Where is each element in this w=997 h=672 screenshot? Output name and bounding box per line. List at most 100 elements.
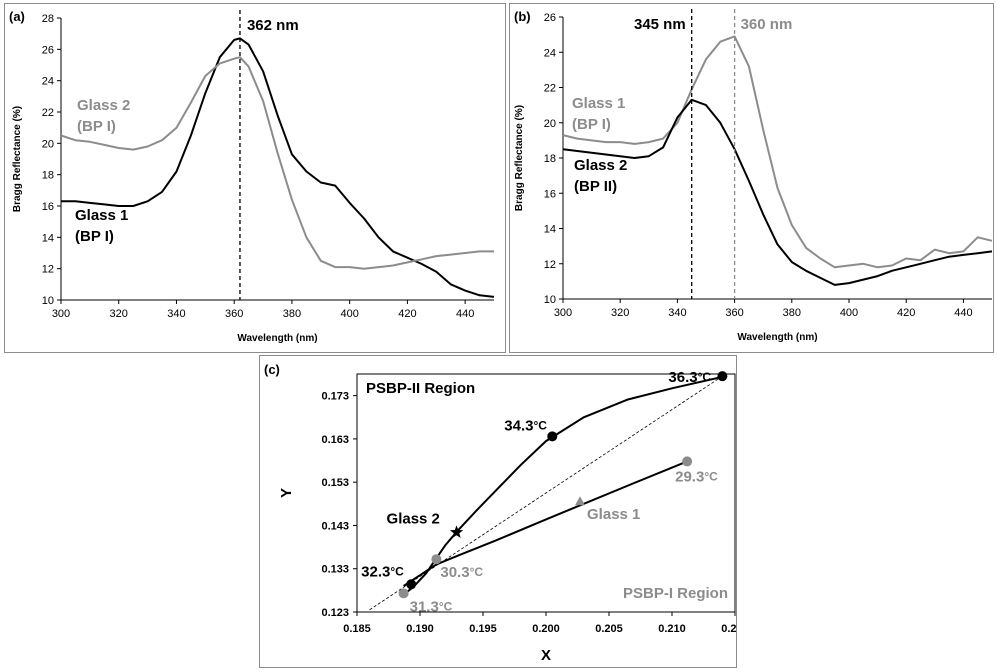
- y-tick-label: 24: [544, 47, 556, 59]
- series-line-2: [60, 56, 494, 270]
- y-tick-label: 0.153: [321, 477, 349, 489]
- point-label: 29.3°C: [675, 468, 718, 485]
- panel-a: 300 320 340 360 380 400 420 440 10 12 14 16 18 20 22 24…: [4, 3, 506, 353]
- y-tick-label: 12: [42, 264, 54, 276]
- x-tick-label: 420: [897, 307, 915, 319]
- data-point-32.3: [406, 579, 417, 590]
- x-tick-label: 0.190: [406, 623, 434, 635]
- series-label-2: Glass 2 (BP I): [77, 97, 130, 135]
- x-tick-label: 320: [110, 308, 128, 320]
- data-point-30.3: [431, 554, 442, 565]
- x-tick-label: 340: [167, 308, 185, 320]
- y-tick-label: 20: [42, 138, 54, 150]
- svg-text:(BP II): (BP II): [574, 178, 617, 195]
- x-axis-label: X: [541, 647, 551, 664]
- x-axis-label: Wavelength (nm): [237, 333, 317, 344]
- x-tick-label: 400: [340, 308, 358, 320]
- y-tick-label: 16: [544, 188, 556, 200]
- point-label: 36.3°C: [668, 369, 711, 386]
- y-tick-label: 0.173: [321, 391, 349, 403]
- chart-a: 300 320 340 360 380 400 420 440 10 12 14 16 18 20 22 24…: [9, 9, 495, 344]
- series-line-2: [562, 98, 993, 286]
- y-tick-label: 16: [42, 201, 54, 213]
- chart-b: 300 320 340 360 380 400 420 440 10 12 14 16 18 20 22 24…: [514, 9, 993, 343]
- x-tick-label: 0.210: [658, 623, 686, 635]
- y-tick-label: 12: [544, 259, 556, 271]
- x-tick-label: 440: [456, 308, 474, 320]
- x-tick-label: 0.215: [721, 623, 736, 635]
- x-tick-label: 380: [283, 308, 301, 320]
- point-label: 31.3°C: [410, 598, 453, 615]
- x-tick-label: 300: [52, 308, 70, 320]
- y-tick-label: 26: [544, 12, 556, 24]
- x-tick-label: 360: [225, 308, 243, 320]
- y-tick-label: 28: [42, 13, 54, 25]
- panel-label: (b): [514, 9, 531, 24]
- y-axis-label: Bragg Reflectance (%): [12, 106, 23, 212]
- y-tick-label: 22: [42, 107, 54, 119]
- point-label: Glass 2: [387, 510, 440, 527]
- y-tick-label: 10: [544, 294, 556, 306]
- x-tick-label: 300: [554, 307, 572, 319]
- svg-text:(BP I): (BP I): [75, 228, 114, 245]
- panel-b: 300 320 340 360 380 400 420 440 10 12 14 16 18 20 22 24…: [509, 3, 994, 353]
- svg-text:Glass 1: Glass 1: [75, 207, 128, 224]
- series-line-1: [61, 37, 495, 298]
- diagonal-line: [369, 375, 723, 611]
- x-tick-label: 380: [783, 307, 801, 319]
- y-tick-label: 10: [42, 295, 54, 307]
- data-point-31.3: [398, 588, 409, 599]
- svg-text:Glass 2: Glass 2: [77, 97, 130, 114]
- series-line-1: [562, 35, 993, 269]
- svg-text:(BP I): (BP I): [77, 118, 116, 135]
- x-tick-label: 0.185: [343, 623, 371, 635]
- chart-c: 0.185 0.190 0.195 0.200 0.205 0.210 0.215 0.123…: [264, 362, 749, 664]
- point-label: 30.3°C: [440, 564, 483, 581]
- y-tick-label: 18: [42, 170, 54, 182]
- svg-text:(BP I): (BP I): [572, 116, 611, 133]
- y-tick-label: 18: [544, 153, 556, 165]
- svg-text:Glass 2: Glass 2: [574, 157, 627, 174]
- y-tick-label: 0.143: [321, 520, 349, 532]
- y-tick-label: 0.133: [321, 564, 349, 576]
- y-tick-label: 22: [544, 83, 556, 95]
- x-tick-label: 0.205: [595, 623, 623, 635]
- x-tick-label: 340: [668, 307, 686, 319]
- vline-label: 345 nm: [634, 16, 686, 33]
- x-tick-label: 360: [725, 307, 743, 319]
- svg-text:Glass 1: Glass 1: [572, 95, 625, 112]
- x-tick-label: 440: [954, 307, 972, 319]
- series-label-1: Glass 1 (BP I): [75, 207, 128, 245]
- glass2-star-marker: [449, 525, 464, 538]
- y-tick-label: 14: [42, 232, 54, 244]
- x-tick-label: 320: [611, 307, 629, 319]
- y-axis-label: Bragg Reflectance (%): [514, 105, 525, 211]
- y-tick-label: 14: [544, 224, 556, 236]
- vline-label: 360 nm: [741, 16, 793, 33]
- point-label: 32.3°C: [361, 563, 404, 580]
- panel-label: (a): [9, 9, 25, 24]
- data-point-29.3: [682, 456, 693, 467]
- x-tick-label: 0.195: [469, 623, 497, 635]
- glass1-trajectory: [403, 460, 688, 587]
- point-label: Glass 1: [587, 506, 640, 523]
- panel-c: 0.185 0.190 0.195 0.200 0.205 0.210 0.215 0.123…: [259, 355, 749, 668]
- glass2-trajectory: [402, 375, 723, 596]
- point-label: 34.3°C: [504, 417, 547, 434]
- region-label-psbp-ii: PSBP-II Region: [366, 380, 475, 397]
- series-label-2: Glass 2 (BP II): [574, 157, 627, 195]
- panel-label: (c): [264, 362, 280, 377]
- y-tick-label: 26: [42, 44, 54, 56]
- x-tick-label: 400: [840, 307, 858, 319]
- x-tick-label: 420: [398, 308, 416, 320]
- y-tick-label: 20: [544, 118, 556, 130]
- x-axis-label: Wavelength (nm): [737, 332, 817, 343]
- vline-label: 362 nm: [247, 17, 299, 34]
- y-tick-label: 24: [42, 76, 54, 88]
- y-axis-label: Y: [278, 488, 295, 498]
- series-label-1: Glass 1 (BP I): [572, 95, 625, 133]
- glass1-triangle-marker: [575, 496, 586, 506]
- data-point-34.3: [547, 431, 558, 442]
- data-point-36.3: [717, 371, 728, 382]
- y-tick-label: 0.163: [321, 434, 349, 446]
